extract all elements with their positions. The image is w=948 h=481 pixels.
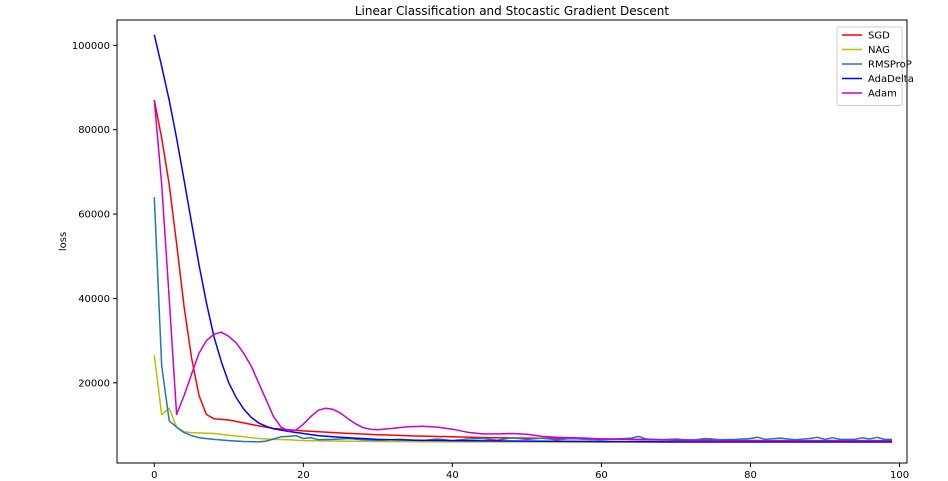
y-tick-label: 100000 [72,41,110,52]
x-tick-label: 80 [744,470,757,481]
legend-label-adam: Adam [868,89,897,100]
y-axis-label: loss [58,232,69,251]
series-line-rmsprop [153,197,893,443]
x-tick-label: 0 [151,470,157,481]
y-tick-label: 20000 [78,378,110,389]
y-tick-label: 80000 [78,125,110,136]
chart-title: Linear Classification and Stocastic Grad… [355,4,670,18]
series-line-sgd [153,100,893,443]
x-tick-label: 60 [595,470,608,481]
legend-label-rmsprop: RMSProP [868,60,912,71]
axes-frame [116,19,908,464]
series-line-adadelta [153,34,893,443]
legend-label-nag: NAG [868,45,890,56]
legend-label-adadelta: AdaDelta [868,74,914,85]
y-tick-label: 60000 [78,210,110,221]
legend: SGD NAG RMSProP AdaDelta Adam [836,26,914,106]
y-tick-label: 40000 [78,294,110,305]
x-tick-label: 20 [297,470,310,481]
x-tick-label: 100 [890,470,909,481]
legend-label-sgd: SGD [868,31,890,42]
plot-area: 0 20 40 60 80 100 20000 40000 60000 80000 100000 [72,19,909,481]
x-tick-label: 40 [446,470,459,481]
legend-box [836,26,903,106]
series-line-adam [153,100,893,442]
